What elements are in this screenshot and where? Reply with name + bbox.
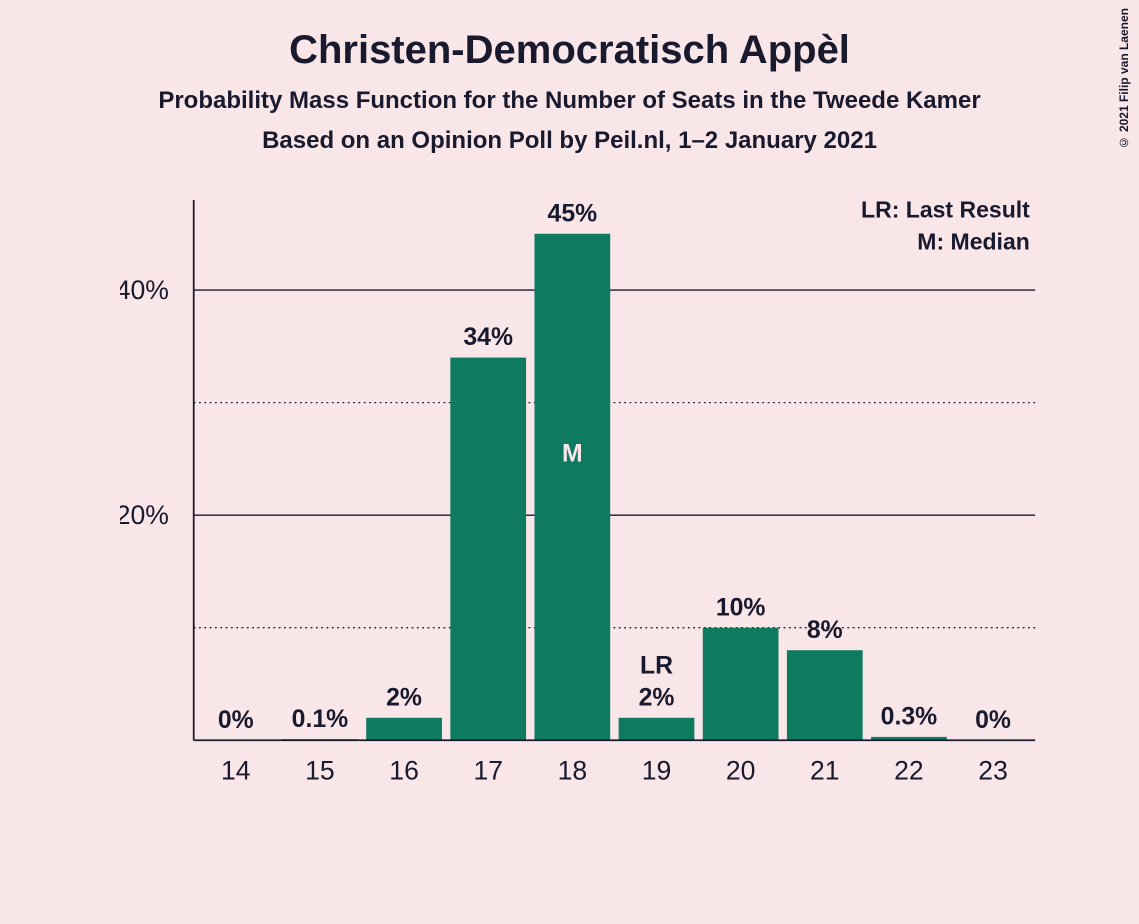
chart-container: Christen-Democratisch Appèl Probability … [0, 0, 1139, 924]
bar-value-label: 2% [639, 684, 675, 711]
bar-value-label: 10% [716, 594, 766, 621]
chart-plot-area: 20% 40% 0% 14 0.1% 15 2% 16 34% 17 45% M 18 LR 2% 19 10%… [120, 200, 1100, 820]
legend-lr: LR: Last Result [861, 200, 1030, 223]
bar-value-label: 34% [463, 324, 513, 351]
bar [366, 718, 442, 741]
x-tick-label: 14 [221, 755, 251, 785]
bar-value-label: 0% [975, 707, 1011, 734]
x-tick-label: 22 [894, 755, 924, 785]
y-tick-label: 20% [120, 500, 169, 530]
chart-subtitle2: Based on an Opinion Poll by Peil.nl, 1–2… [0, 115, 1139, 155]
x-tick-label: 23 [978, 755, 1008, 785]
bar-annotation: M [562, 441, 583, 468]
bar [703, 628, 779, 741]
bar [787, 650, 863, 740]
bar-annotation: LR [640, 652, 673, 679]
copyright-text: © 2021 Filip van Laenen [1117, 8, 1131, 149]
bar-value-label: 0.3% [881, 704, 938, 731]
x-tick-label: 17 [473, 755, 503, 785]
bar [534, 234, 610, 741]
x-tick-label: 19 [642, 755, 672, 785]
x-tick-label: 16 [389, 755, 419, 785]
x-tick-label: 18 [558, 755, 588, 785]
bar-value-label: 0% [218, 707, 254, 734]
bar-value-label: 45% [548, 200, 598, 227]
x-tick-label: 21 [810, 755, 840, 785]
chart-subtitle: Probability Mass Function for the Number… [0, 73, 1139, 115]
y-tick-label: 40% [120, 275, 169, 305]
x-tick-label: 20 [726, 755, 756, 785]
legend-m: M: Median [917, 229, 1030, 255]
bar-value-label: 8% [807, 617, 843, 644]
x-tick-label: 15 [305, 755, 335, 785]
chart-svg: 20% 40% 0% 14 0.1% 15 2% 16 34% 17 45% M 18 LR 2% 19 10%… [120, 200, 1100, 820]
bar [619, 718, 695, 741]
chart-title: Christen-Democratisch Appèl [0, 0, 1139, 73]
bar-value-label: 2% [386, 684, 422, 711]
bar [450, 358, 526, 741]
bar-value-label: 0.1% [292, 706, 349, 733]
